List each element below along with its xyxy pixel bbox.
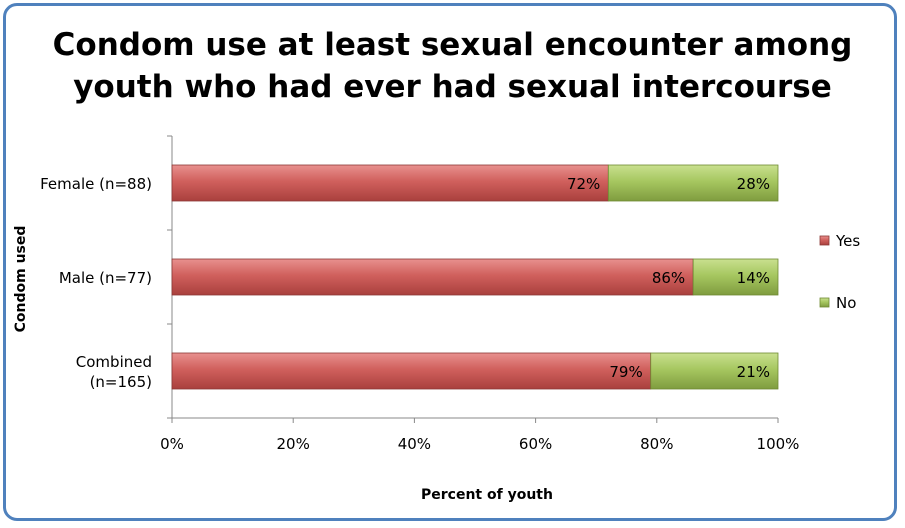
x-tick-label: 60% bbox=[519, 435, 552, 453]
data-label: 21% bbox=[737, 363, 770, 381]
y-tick-label: Male (n=77) bbox=[59, 269, 152, 287]
chart-title-line-1: Condom use at least sexual encounter amo… bbox=[52, 27, 853, 63]
y-tick-label: Female (n=88) bbox=[40, 175, 152, 193]
bar-no-1 bbox=[692, 258, 779, 296]
y-tick-label: Combined bbox=[76, 353, 152, 371]
x-tick-label: 100% bbox=[757, 435, 800, 453]
x-axis-title: Percent of youth bbox=[421, 487, 553, 503]
data-label: 86% bbox=[652, 269, 685, 287]
data-label: 79% bbox=[609, 363, 642, 381]
bar-no-0 bbox=[607, 164, 779, 202]
data-label: 28% bbox=[737, 175, 770, 193]
legend-swatch-no bbox=[819, 297, 830, 308]
chart-title-line-2: youth who had ever had sexual intercours… bbox=[73, 69, 832, 105]
legend-swatch-yes bbox=[819, 235, 830, 246]
x-tick-label: 20% bbox=[277, 435, 310, 453]
bar-yes-0 bbox=[171, 164, 609, 202]
chart-title: Condom use at least sexual encounter amo… bbox=[0, 24, 905, 108]
bar-yes-2 bbox=[171, 352, 652, 390]
x-tick-label: 0% bbox=[160, 435, 184, 453]
x-tick-label: 40% bbox=[398, 435, 431, 453]
legend-label-yes: Yes bbox=[835, 232, 860, 250]
y-tick-label: (n=165) bbox=[90, 373, 152, 391]
data-label: 14% bbox=[737, 269, 770, 287]
bar-no-2 bbox=[650, 352, 779, 390]
x-tick-label: 80% bbox=[640, 435, 673, 453]
legend-label-no: No bbox=[836, 294, 856, 312]
data-label: 72% bbox=[567, 175, 600, 193]
bar-yes-1 bbox=[171, 258, 694, 296]
y-axis-title: Condom used bbox=[13, 226, 29, 333]
